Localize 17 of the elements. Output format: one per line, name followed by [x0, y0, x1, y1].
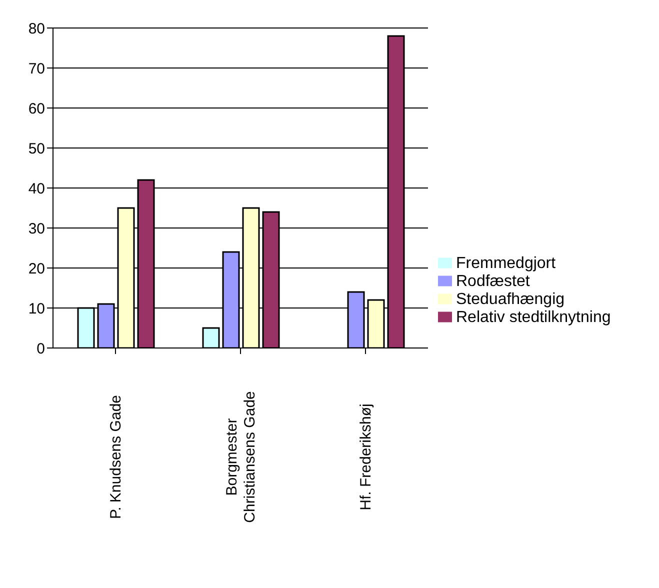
y-tick-label: 10 — [28, 300, 45, 318]
legend-label: Fremmedgjort — [456, 254, 556, 272]
legend-label: Steduafhængig — [456, 290, 565, 308]
x-tick-label: P. Knudsens Gade — [108, 395, 124, 519]
x-tick-label: Hf. Frederikshøj — [358, 404, 374, 510]
legend-label: Rodfæstet — [456, 272, 530, 290]
y-tick-label: 50 — [28, 140, 45, 158]
y-tick-label: 70 — [28, 60, 45, 78]
y-tick-label: 80 — [28, 20, 45, 38]
y-tick-label: 0 — [36, 340, 45, 358]
x-tick-label: Borgmester Christiansens Gade — [224, 391, 258, 523]
bar — [202, 327, 220, 348]
legend-label: Relativ stedtilknytning — [456, 308, 611, 326]
y-tick-label: 60 — [28, 100, 45, 118]
y-tick-label: 20 — [28, 260, 45, 278]
y-tick-label: 40 — [28, 180, 45, 198]
y-tick-label: 30 — [28, 220, 45, 238]
